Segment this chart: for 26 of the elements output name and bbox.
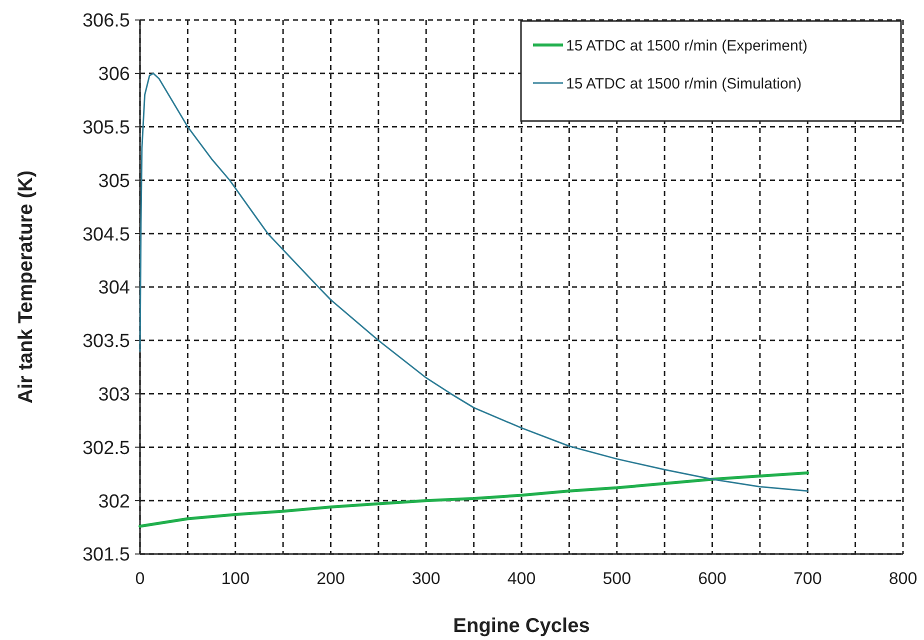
x-tick-label: 600 [698, 569, 726, 588]
y-tick-label: 304 [98, 278, 130, 299]
legend-label: 15 ATDC at 1500 r/min (Simulation) [566, 75, 802, 92]
y-tick-label: 301.5 [82, 544, 130, 566]
x-tick-label: 500 [602, 569, 632, 588]
y-tick-label: 302.5 [82, 438, 130, 459]
y-tick-label: 305.5 [82, 117, 130, 138]
y-tick-label: 303 [98, 384, 130, 406]
y-tick-label: 303.5 [82, 331, 130, 352]
y-tick-label: 302 [98, 491, 130, 512]
y-tick-label: 306.5 [82, 10, 130, 32]
x-tick-label: 300 [412, 569, 440, 588]
legend-label: 15 ATDC at 1500 r/min (Experiment) [566, 37, 808, 54]
x-tick-label: 400 [507, 569, 536, 588]
x-tick-label: 800 [888, 569, 918, 588]
x-axis-title: Engine Cycles [453, 615, 590, 637]
x-tick-label: 0 [135, 569, 145, 588]
line-series [138, 471, 810, 528]
y-tick-label: 306 [98, 64, 130, 86]
y-tick-label: 304.5 [82, 224, 130, 246]
x-tick-label: 100 [221, 569, 250, 588]
x-tick-label: 200 [316, 569, 345, 588]
x-tick-label: 700 [793, 569, 822, 588]
y-tick-label: 305 [98, 170, 130, 192]
line-series [139, 72, 808, 492]
y-axis-title: Air tank Temperature (K) [15, 170, 37, 404]
